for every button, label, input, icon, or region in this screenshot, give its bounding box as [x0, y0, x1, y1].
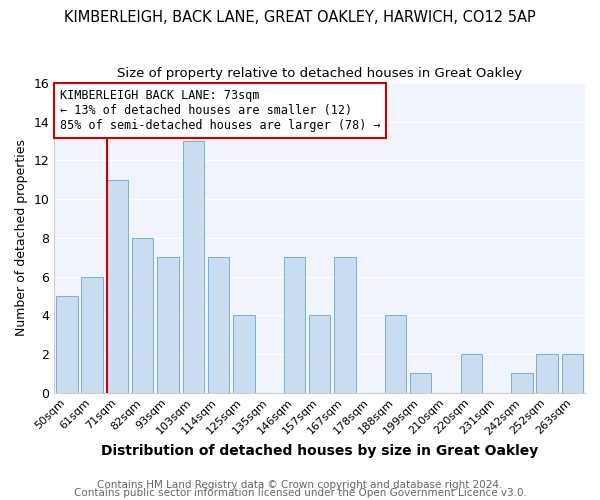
Bar: [82, 276, 103, 392]
Title: Size of property relative to detached houses in Great Oakley: Size of property relative to detached ho…: [117, 68, 522, 80]
Bar: [334, 257, 356, 392]
Bar: [182, 141, 204, 393]
Bar: [461, 354, 482, 393]
Bar: [410, 374, 431, 392]
Bar: [233, 316, 254, 392]
Bar: [56, 296, 77, 392]
Bar: [385, 316, 406, 392]
Bar: [157, 257, 179, 392]
Bar: [284, 257, 305, 392]
X-axis label: Distribution of detached houses by size in Great Oakley: Distribution of detached houses by size …: [101, 444, 538, 458]
Bar: [536, 354, 558, 393]
Bar: [208, 257, 229, 392]
Bar: [511, 374, 533, 392]
Text: KIMBERLEIGH, BACK LANE, GREAT OAKLEY, HARWICH, CO12 5AP: KIMBERLEIGH, BACK LANE, GREAT OAKLEY, HA…: [64, 10, 536, 25]
Text: KIMBERLEIGH BACK LANE: 73sqm
← 13% of detached houses are smaller (12)
85% of se: KIMBERLEIGH BACK LANE: 73sqm ← 13% of de…: [59, 89, 380, 132]
Text: Contains HM Land Registry data © Crown copyright and database right 2024.: Contains HM Land Registry data © Crown c…: [97, 480, 503, 490]
Bar: [562, 354, 583, 393]
Y-axis label: Number of detached properties: Number of detached properties: [15, 140, 28, 336]
Bar: [107, 180, 128, 392]
Text: Contains public sector information licensed under the Open Government Licence v3: Contains public sector information licen…: [74, 488, 526, 498]
Bar: [132, 238, 154, 392]
Bar: [309, 316, 331, 392]
